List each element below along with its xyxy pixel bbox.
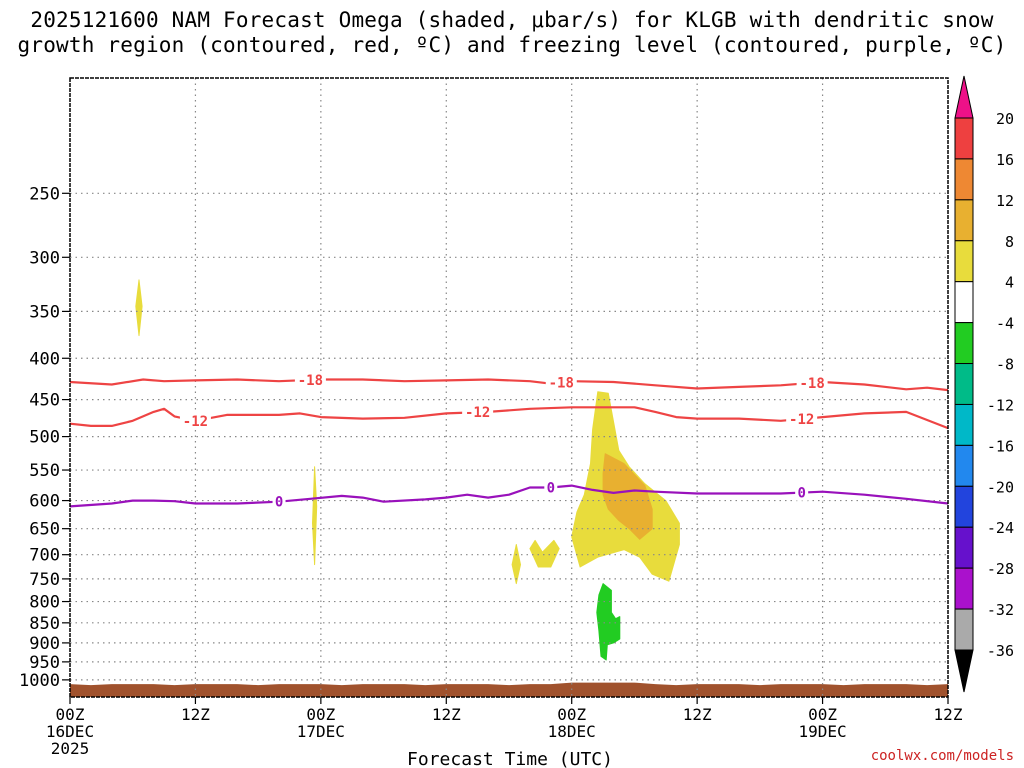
- colorbar-label: -28: [987, 560, 1014, 578]
- y-tick-label: 850: [29, 614, 60, 634]
- colorbar-bin: [954, 363, 974, 405]
- y-tick-label: 500: [29, 428, 60, 448]
- colorbar-label: -36: [987, 642, 1014, 660]
- contour-label: 0: [275, 495, 283, 511]
- omega-shaded-region: [312, 466, 318, 566]
- contour-label-bg: [544, 479, 558, 496]
- terrain-band: [70, 682, 948, 697]
- colorbar-label: 8: [1005, 233, 1014, 251]
- colorbar-top-arrow: [954, 75, 974, 119]
- colorbar: 20 16 12 8 4 -4 -8 -12 -16 -20 -24 -28 -32 -36: [954, 75, 1014, 693]
- contour-label-bg: [462, 404, 494, 421]
- colorbar-label: -16: [987, 437, 1014, 455]
- contour-label: -18: [298, 373, 323, 389]
- colorbar-bin: [954, 444, 974, 487]
- x-tick-label: 12Z: [934, 705, 963, 724]
- omega-shading-layer: [135, 279, 680, 661]
- contour-line: [69, 406, 949, 430]
- colorbar-label: -24: [987, 519, 1014, 537]
- contour-layer: -18 -18 -18 -12 -12 -12 0 0 0: [69, 371, 949, 511]
- y-tick-label: 900: [29, 634, 60, 654]
- omega-shaded-region: [511, 544, 521, 585]
- colorbar-bin: [954, 281, 974, 324]
- x-tick-label: 00Z: [808, 705, 837, 724]
- contour-label: 0: [547, 480, 555, 496]
- y-tick-label: 350: [29, 302, 60, 322]
- contour-label-bg: [272, 493, 286, 510]
- colorbar-label: -12: [987, 396, 1014, 414]
- x-tick-date: 18DEC: [548, 722, 596, 741]
- colorbar-bin: [954, 199, 974, 242]
- y-tick-label: 650: [29, 520, 60, 540]
- x-tick-date: 17DEC: [297, 722, 345, 741]
- y-tick-label: 600: [29, 492, 60, 512]
- colorbar-label: 16: [996, 151, 1014, 169]
- contour-line: [69, 484, 949, 508]
- x-tick-label: 00Z: [306, 705, 335, 724]
- y-tick-label: 1000: [19, 671, 60, 691]
- y-tick-label: 400: [29, 349, 60, 369]
- contour-label: -18: [549, 375, 574, 391]
- colorbar-bin: [954, 608, 974, 651]
- y-tick-label: 750: [29, 570, 60, 590]
- omega-shaded-region: [135, 279, 143, 337]
- chart-title-line-1: 2025121600 NAM Forecast Omega (shaded, μ…: [30, 8, 994, 32]
- contour-label-bg: [179, 412, 211, 429]
- y-tick-label: 300: [29, 248, 60, 268]
- colorbar-bin: [954, 526, 974, 569]
- colorbar-bin: [954, 567, 974, 610]
- y-tick-label: 700: [29, 546, 60, 566]
- x-tick-label: 12Z: [683, 705, 712, 724]
- chart-title: 2025121600 NAM Forecast Omega (shaded, μ…: [0, 8, 1024, 58]
- colorbar-label: 4: [1005, 274, 1014, 292]
- colorbar-label: 20: [996, 110, 1014, 128]
- omega-shaded-region: [596, 583, 621, 661]
- x-axis-label: Forecast Time (UTC): [407, 749, 613, 768]
- plot-frame: [69, 77, 949, 698]
- contour-label-bg: [294, 371, 326, 388]
- colorbar-bin: [954, 240, 974, 283]
- colorbar-label: -8: [996, 356, 1014, 374]
- colorbar-bottom-arrow: [954, 649, 974, 693]
- contour-label-bg: [545, 374, 577, 391]
- chart-title-line-2: growth region (contoured, red, ºC) and f…: [17, 33, 1007, 57]
- x-tick-year: 2025: [51, 739, 90, 758]
- colorbar-bin: [954, 117, 974, 160]
- contour-label-bg: [796, 374, 828, 391]
- contour-label-bg: [795, 484, 809, 501]
- colorbar-bin: [954, 403, 974, 446]
- contour-label: -12: [465, 405, 490, 421]
- colorbar-bin: [954, 322, 974, 365]
- contour-label: 0: [797, 486, 805, 502]
- y-tick-label: 950: [29, 653, 60, 673]
- y-tick-label: 250: [29, 184, 60, 204]
- colorbar-label: 12: [996, 192, 1014, 210]
- x-tick-label: 00Z: [557, 705, 586, 724]
- contour-label: -12: [183, 414, 208, 430]
- x-tick-label: 12Z: [181, 705, 210, 724]
- watermark: coolwx.com/models: [870, 748, 1014, 764]
- x-tick-label: 00Z: [56, 705, 85, 724]
- contour-label: -12: [789, 412, 814, 428]
- colorbar-bin: [954, 485, 974, 528]
- terrain-layer: [70, 682, 948, 697]
- y-tick-label: 450: [29, 391, 60, 411]
- x-tick-date: 16DEC: [46, 722, 94, 741]
- x-tick-date: 19DEC: [798, 722, 846, 741]
- axes-layer: 2503003504004505005506006507007508008509…: [19, 77, 963, 758]
- omega-shaded-region: [529, 539, 560, 568]
- y-tick-label: 800: [29, 593, 60, 613]
- contour-label-bg: [786, 410, 818, 427]
- colorbar-label: -20: [987, 478, 1014, 496]
- x-tick-label: 12Z: [432, 705, 461, 724]
- colorbar-bin: [954, 158, 974, 201]
- colorbar-label: -32: [987, 601, 1014, 619]
- colorbar-label: -4: [996, 315, 1014, 333]
- contour-label: -18: [799, 376, 824, 392]
- y-tick-label: 550: [29, 461, 60, 481]
